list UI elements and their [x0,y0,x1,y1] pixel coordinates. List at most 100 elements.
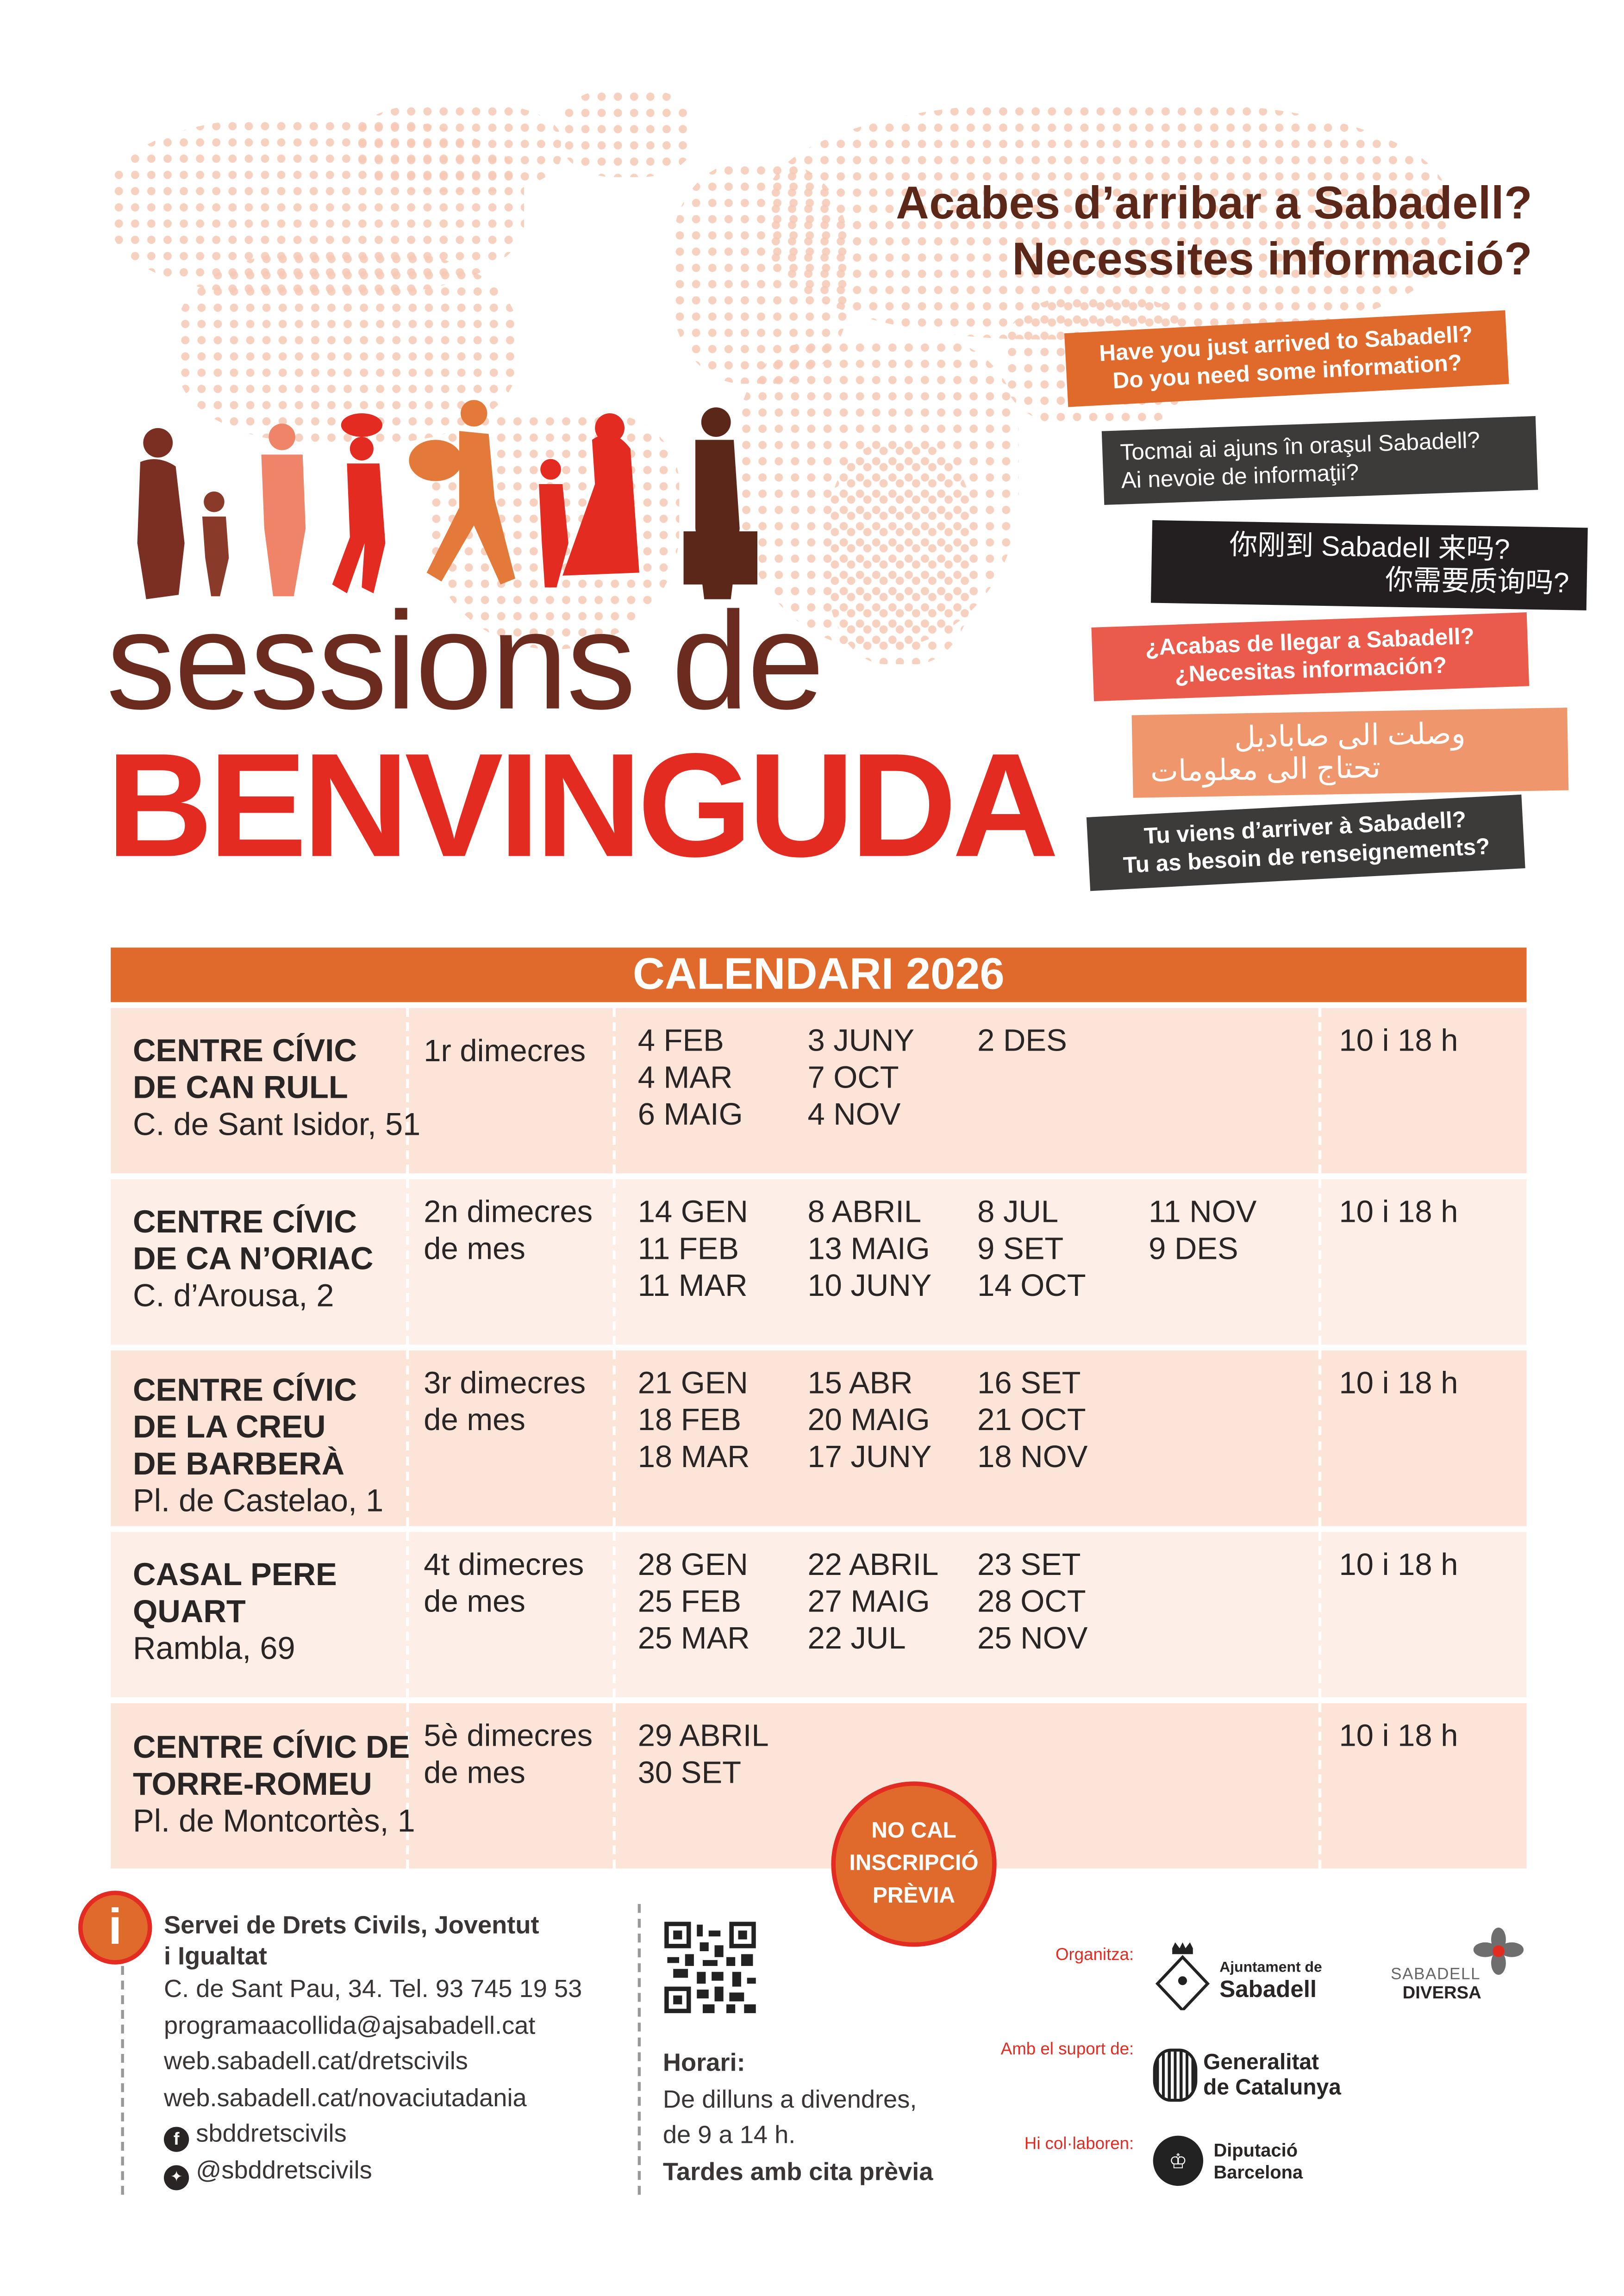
venue-address: Pl. de Castelao, 1 [133,1483,384,1519]
ajuntament-sabadell-logo [1155,1942,1211,2013]
generalitat-text: Generalitat de Catalunya [1203,2050,1341,2100]
facebook-handle: sbddretscivils [196,2119,347,2148]
dates-column: 11 NOV 9 DES [1149,1194,1256,1268]
calendar-title: CALENDARI 2026 [111,947,1527,1002]
column-divider [1318,1703,1322,1869]
session-date: 28 OCT [977,1585,1086,1619]
dates-column: 2 DES [977,1023,1067,1060]
session-date: 22 JUL [807,1622,906,1656]
column-divider [406,1008,409,1174]
logo-line: DIVERSA [1402,1982,1481,2003]
venue: CENTRE CÍVIC DE CA N’ORIAC C. d’Arousa, 2 [133,1204,373,1315]
logo-line: Ajuntament de [1219,1960,1322,1977]
column-divider [406,1532,409,1698]
schedule-title: Horari: [662,2048,745,2077]
venue-address: C. d’Arousa, 2 [133,1278,334,1314]
badge-line: INSCRIPCIÓ [849,1851,979,1876]
twitter-handle: @sbddretscivils [196,2155,372,2184]
generalitat-logo [1153,2048,1198,2102]
banner-line: 你需要质询吗? [1385,566,1569,600]
frequency: 4t dimecres de mes [424,1547,584,1620]
venue-name-line: QUART [133,1594,246,1630]
logo-line: de Catalunya [1203,2075,1341,2101]
dates-column: 29 ABRIL 30 SET [638,1718,769,1792]
venue-address: C. de Sant Isidor, 51 [133,1107,421,1143]
dates-column: 16 SET 21 OCT 18 NOV [977,1365,1087,1476]
session-date: 2 DES [977,1024,1067,1058]
session-date: 29 ABRIL [637,1719,769,1754]
session-date: 25 FEB [637,1585,742,1619]
session-date: 18 NOV [977,1440,1088,1475]
banner-french: Tu viens d’arriver à Sabadell? Tu as bes… [1086,794,1525,891]
session-date: 20 MAIG [807,1403,930,1438]
no-registration-badge: NO CAL INSCRIPCIÓ PRÈVIA [831,1781,997,1947]
frequency: 2n dimecres de mes [424,1194,593,1268]
venue: CENTRE CÍVIC DE TORRE-ROMEU Pl. de Montcor… [133,1730,415,1841]
contact-block: Servei de Drets Civils, Joventut i Igual… [163,1910,582,2190]
session-date: 21 GEN [637,1367,748,1401]
venue-address: Pl. de Montcortès, 1 [133,1804,415,1839]
web-link-dretscivils[interactable]: web.sabadell.cat/dretscivils [163,2047,468,2075]
frequency-line: de mes [424,1756,525,1791]
session-date: 4 MAR [637,1061,733,1095]
ajuntament-sabadell-text: Ajuntament de Sabadell [1219,1960,1322,2004]
venue-name-line: CENTRE CÍVIC DE [133,1730,410,1766]
address: C. de Sant Pau, 34. Tel. 93 745 19 53 [163,1975,582,2003]
flower-icon [1473,1927,1524,1975]
schedule-line: Tardes amb cita prèvia [662,2157,933,2185]
session-date: 7 OCT [807,1061,899,1095]
venue-name-line: DE LA CREU [133,1409,326,1445]
logo-line: SABADELL [1391,1966,1481,1984]
session-time: 10 i 18 h [1339,1367,1458,1401]
column-divider [612,1532,616,1698]
logo-line: Sabadell [1219,1978,1317,2003]
session-date: 8 JUL [977,1195,1059,1230]
session-date: 25 MAR [637,1622,750,1656]
email-link[interactable]: programaacollida@ajsabadell.cat [163,2011,536,2039]
session-date: 15 ABR [807,1367,913,1401]
divider [637,1904,641,2195]
banner-arabic: وصلت الى صاباديل تحتاج الى معلومات [1131,707,1569,798]
dates-column: 22 ABRIL 27 MAIG 22 JUL [807,1547,938,1657]
facebook-link[interactable]: f sbddretscivils [163,2116,582,2153]
session-date: 17 JUNY [807,1440,932,1475]
column-divider [612,1350,616,1526]
session-date: 4 FEB [637,1024,724,1058]
venue-address: Rambla, 69 [133,1630,295,1667]
session-date: 11 NOV [1149,1195,1257,1230]
badge-line: NO CAL [871,1818,956,1844]
column-divider [1318,1179,1322,1345]
logo-line: Generalitat [1203,2050,1319,2075]
twitter-link[interactable]: ✦ @sbddretscivils [163,2153,582,2190]
session-date: 13 MAIG [807,1232,930,1267]
calendar-row: CENTRE CÍVIC DE LA CREU DE BARBERÀ Pl. de C… [111,1350,1527,1526]
service-name: Servei de Drets Civils, Joventut i Igual… [164,1910,582,1972]
frequency-line: 2n dimecres [424,1195,593,1230]
frequency-line: 4t dimecres [424,1548,584,1582]
frequency-line: de mes [424,1585,525,1619]
calendar-row: CENTRE CÍVIC DE CA N’ORIAC C. d’Arousa, 2 2… [111,1179,1527,1345]
column-divider [1318,1350,1322,1526]
session-date: 28 GEN [637,1548,748,1582]
service-line: Servei de Drets Civils, Joventut [163,1911,539,1940]
venue-name-line: TORRE-ROMEU [133,1767,372,1802]
session-date: 4 NOV [807,1098,901,1132]
venue-name-line: CENTRE CÍVIC [133,1033,357,1069]
dates-column: 8 ABRIL 13 MAIG 10 JUNY [807,1194,931,1305]
dates-column: 4 FEB 4 MAR 6 MAIG [638,1023,743,1133]
column-divider [1318,1008,1322,1174]
migrant-silhouettes-illustration [137,400,758,599]
dates-column: 14 GEN 11 FEB 11 MAR [638,1194,748,1305]
session-time: 10 i 18 h [1339,1024,1458,1058]
frequency-line: 1r dimecres [424,1034,586,1069]
banner-line: تحتاج الى معلومات [1150,752,1381,789]
session-date: 9 DES [1149,1232,1238,1267]
column-divider [612,1703,616,1869]
venue: CENTRE CÍVIC DE LA CREU DE BARBERÀ Pl. de C… [133,1373,383,1520]
calendar-row: CENTRE CÍVIC DE TORRE-ROMEU Pl. de Montcor… [111,1703,1527,1869]
session-date: 9 SET [977,1232,1064,1267]
sabadell-diversa-logo: SABADELL DIVERSA [1388,1927,1528,2004]
web-link-novaciutadania[interactable]: web.sabadell.cat/novaciutadania [163,2083,527,2112]
qr-code[interactable] [664,1922,756,2013]
dates-column: 8 JUL 9 SET 14 OCT [977,1194,1086,1305]
